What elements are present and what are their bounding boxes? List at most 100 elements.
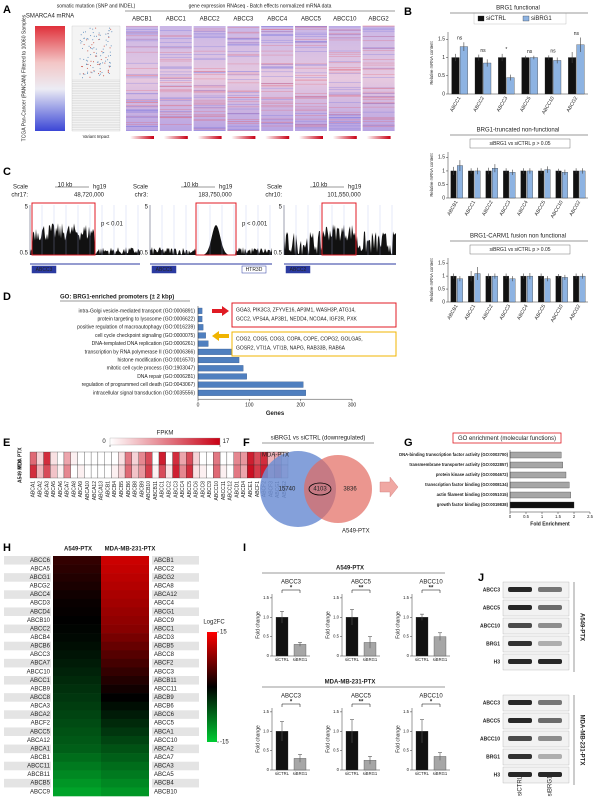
heatmap-column xyxy=(261,26,294,131)
legend-label: siCTRL xyxy=(486,16,507,22)
mutation-dot xyxy=(80,34,82,36)
row-label: ABCC9 xyxy=(30,789,51,795)
bar xyxy=(509,451,562,459)
row-label: ABCG2 xyxy=(30,584,51,590)
x-tick-label: 0 xyxy=(197,403,200,409)
bar xyxy=(544,169,551,199)
blot-strip xyxy=(502,617,570,635)
heatmap-column xyxy=(362,26,395,131)
heatmap-cell xyxy=(101,701,149,711)
category-label: DNA-templated DNA replication (GO:000626… xyxy=(92,341,196,347)
significance: ns xyxy=(574,31,580,37)
heatmap-cell xyxy=(53,641,101,651)
heatmap-cell xyxy=(101,650,149,660)
heatmap-cell xyxy=(57,451,65,466)
row-label: ABCC2 xyxy=(30,626,51,632)
column-label: ABCC5 xyxy=(187,481,193,498)
bar xyxy=(503,170,510,199)
chart-title: ABCC10 xyxy=(419,694,443,700)
blot-strip xyxy=(502,599,570,617)
bar xyxy=(544,57,553,95)
note: siBRG1 vs siCTRL p > 0.05 xyxy=(489,247,550,253)
row-label: ABCB1 xyxy=(154,558,174,564)
heatmap-cell xyxy=(53,727,101,737)
blot-band xyxy=(508,772,532,777)
row-label: ABCA1 xyxy=(30,746,50,752)
heatmap-cell xyxy=(53,693,101,703)
scale-label: Scale xyxy=(13,185,29,191)
row-shade xyxy=(4,590,51,599)
heatmap-cell xyxy=(124,464,132,479)
mutation-dot xyxy=(93,51,95,53)
blot-band xyxy=(538,623,562,628)
colorbar-label: 15 xyxy=(220,630,227,636)
bar xyxy=(503,275,510,303)
heatmap-cell xyxy=(158,464,166,479)
bar xyxy=(527,170,533,199)
heatmap-cell xyxy=(233,464,241,479)
heatmap-cell xyxy=(206,464,214,479)
mutation-dot xyxy=(81,77,83,79)
y-axis-label: TCGA Pan-Cancer (PANCAN) Filtered to 100… xyxy=(21,14,27,141)
scale-bar xyxy=(231,136,256,139)
heatmap-cell xyxy=(145,451,153,466)
y-tick-label: 1.0 xyxy=(403,614,409,619)
mutation-dot xyxy=(95,48,97,50)
bar xyxy=(562,277,568,303)
mutation-dot xyxy=(105,57,107,59)
track-scale: 5 xyxy=(25,205,29,211)
heatmap-cell xyxy=(53,650,101,660)
scale-text: 10 kb xyxy=(184,183,199,189)
x-axis-label: Genes xyxy=(266,411,285,417)
column-label: ABCF1 xyxy=(255,481,261,497)
x-tick-label: siBRG1 xyxy=(433,771,448,776)
category-label: transmembrane transporter activity (GO:0… xyxy=(409,462,508,467)
band-label: H3 xyxy=(494,772,501,778)
gene-box xyxy=(231,331,397,357)
mutation-dot xyxy=(99,63,101,65)
row-label: ABCF2 xyxy=(154,661,174,667)
heatmap-column xyxy=(227,26,260,131)
heatmap-cell xyxy=(70,451,78,466)
panel-label: D xyxy=(3,291,11,303)
heatmap-cell xyxy=(124,451,132,466)
build-label: hg19 xyxy=(219,185,233,191)
mutation-dot xyxy=(85,63,87,65)
significance: ** xyxy=(359,700,364,706)
row-shade xyxy=(152,676,199,685)
category-label: histone modification (GO:0016570) xyxy=(117,358,195,364)
row-label: ABCC4 xyxy=(154,601,175,607)
mutation-dot xyxy=(79,58,81,60)
mutation-dot xyxy=(92,32,94,34)
row-label: ABCC6 xyxy=(30,558,51,564)
heatmap-cell xyxy=(172,464,180,479)
heatmap-cell xyxy=(77,464,85,479)
heatmap-cell xyxy=(206,451,214,466)
gene-label-box xyxy=(31,265,57,274)
x-tick-label: 1 xyxy=(541,514,544,519)
chart-title: ABCC3 xyxy=(281,694,302,700)
blot-band xyxy=(508,605,532,610)
x-tick-label: siBRG1 xyxy=(293,657,308,662)
mutation-dot xyxy=(87,71,89,73)
bar xyxy=(474,57,483,95)
legend-box xyxy=(473,12,567,25)
mutation-dot xyxy=(87,63,89,65)
category-label: mitotic cell cycle process (GO:1903047) xyxy=(107,366,196,372)
mutation-dot xyxy=(104,62,106,64)
column-label: ABCB9 xyxy=(139,481,145,498)
bar xyxy=(509,501,575,509)
blot-strip xyxy=(502,748,570,766)
mutation-dot xyxy=(91,72,93,74)
row-label: ABCA1 xyxy=(154,729,174,735)
heatmap-cell xyxy=(101,693,149,703)
y-axis-label: Fold change xyxy=(325,725,331,753)
mutation-dot xyxy=(90,35,92,37)
y-tick-label: 0 xyxy=(442,299,445,305)
chart-title: BRG1-CARM1 fusion non functional xyxy=(470,234,566,240)
heatmap-cell xyxy=(213,464,221,479)
category-label: transcription by RNA polymerase II (GO:0… xyxy=(85,349,196,355)
mutation-dot xyxy=(86,37,88,39)
bar xyxy=(197,307,203,314)
mutation-dot xyxy=(109,66,111,68)
